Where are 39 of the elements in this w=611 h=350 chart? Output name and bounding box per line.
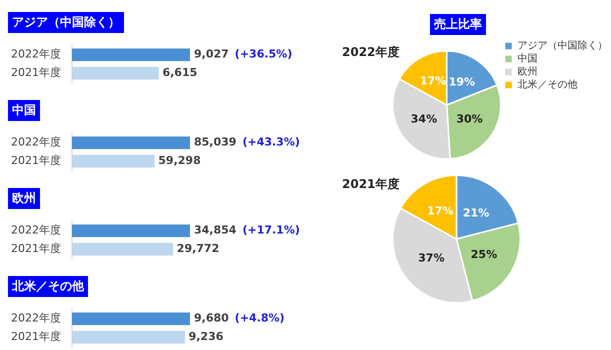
y-tick-label: 2022年度 [10, 136, 61, 149]
y-tick-label: 2022年度 [10, 312, 61, 325]
y-tick-label: 2022年度 [10, 224, 61, 237]
y-tick-label: 2021年度 [10, 330, 61, 344]
chart-title: 北米／その他 [8, 276, 88, 297]
legend-label: 欧州 [518, 66, 538, 78]
y-tick-label: 2021年度 [10, 242, 61, 256]
chart-title: 中国 [8, 100, 40, 121]
data-label: 34% [410, 112, 438, 126]
data-label: 59,298 [158, 154, 201, 168]
y-tick-label: 2022年度 [10, 48, 61, 61]
chart-subtitle: 2022年度 [342, 44, 400, 61]
data-label: 37% [418, 251, 444, 264]
text: (+36.5%) [234, 48, 292, 61]
chart-title: 売上比率 [430, 14, 486, 35]
data-label: 30% [456, 112, 483, 126]
data-label: 85,039 [194, 136, 236, 149]
legend-label: 中国 [518, 52, 538, 65]
data-label: 9,236 [188, 330, 224, 344]
legend-label: アジア（中国除く） [518, 40, 608, 52]
text: (+4.8%) [234, 312, 285, 325]
text: (+43.3%) [242, 136, 300, 149]
legend-label: 北米／その他 [518, 78, 578, 91]
data-label: 34,854 [194, 224, 237, 237]
chart-title: 2021年度 [342, 176, 400, 193]
data-label: 17% [420, 74, 446, 88]
data-label: 17% [427, 204, 454, 218]
data-label: 9,027 [194, 48, 229, 61]
chart-title: 欧州 [8, 188, 40, 209]
data-label: 29,772 [176, 242, 220, 256]
y-tick-label: 2021年度 [10, 154, 61, 168]
data-label: 25% [470, 248, 498, 262]
text: (+17.1%) [242, 224, 300, 237]
y-tick-label: 2021年度 [10, 66, 61, 80]
data-label: 21% [462, 206, 490, 220]
data-label: 9,680 [194, 312, 230, 325]
data-label: 6,615 [162, 66, 198, 80]
data-label: 19% [448, 76, 476, 89]
chart-title: アジア（中国除く） [8, 12, 124, 33]
